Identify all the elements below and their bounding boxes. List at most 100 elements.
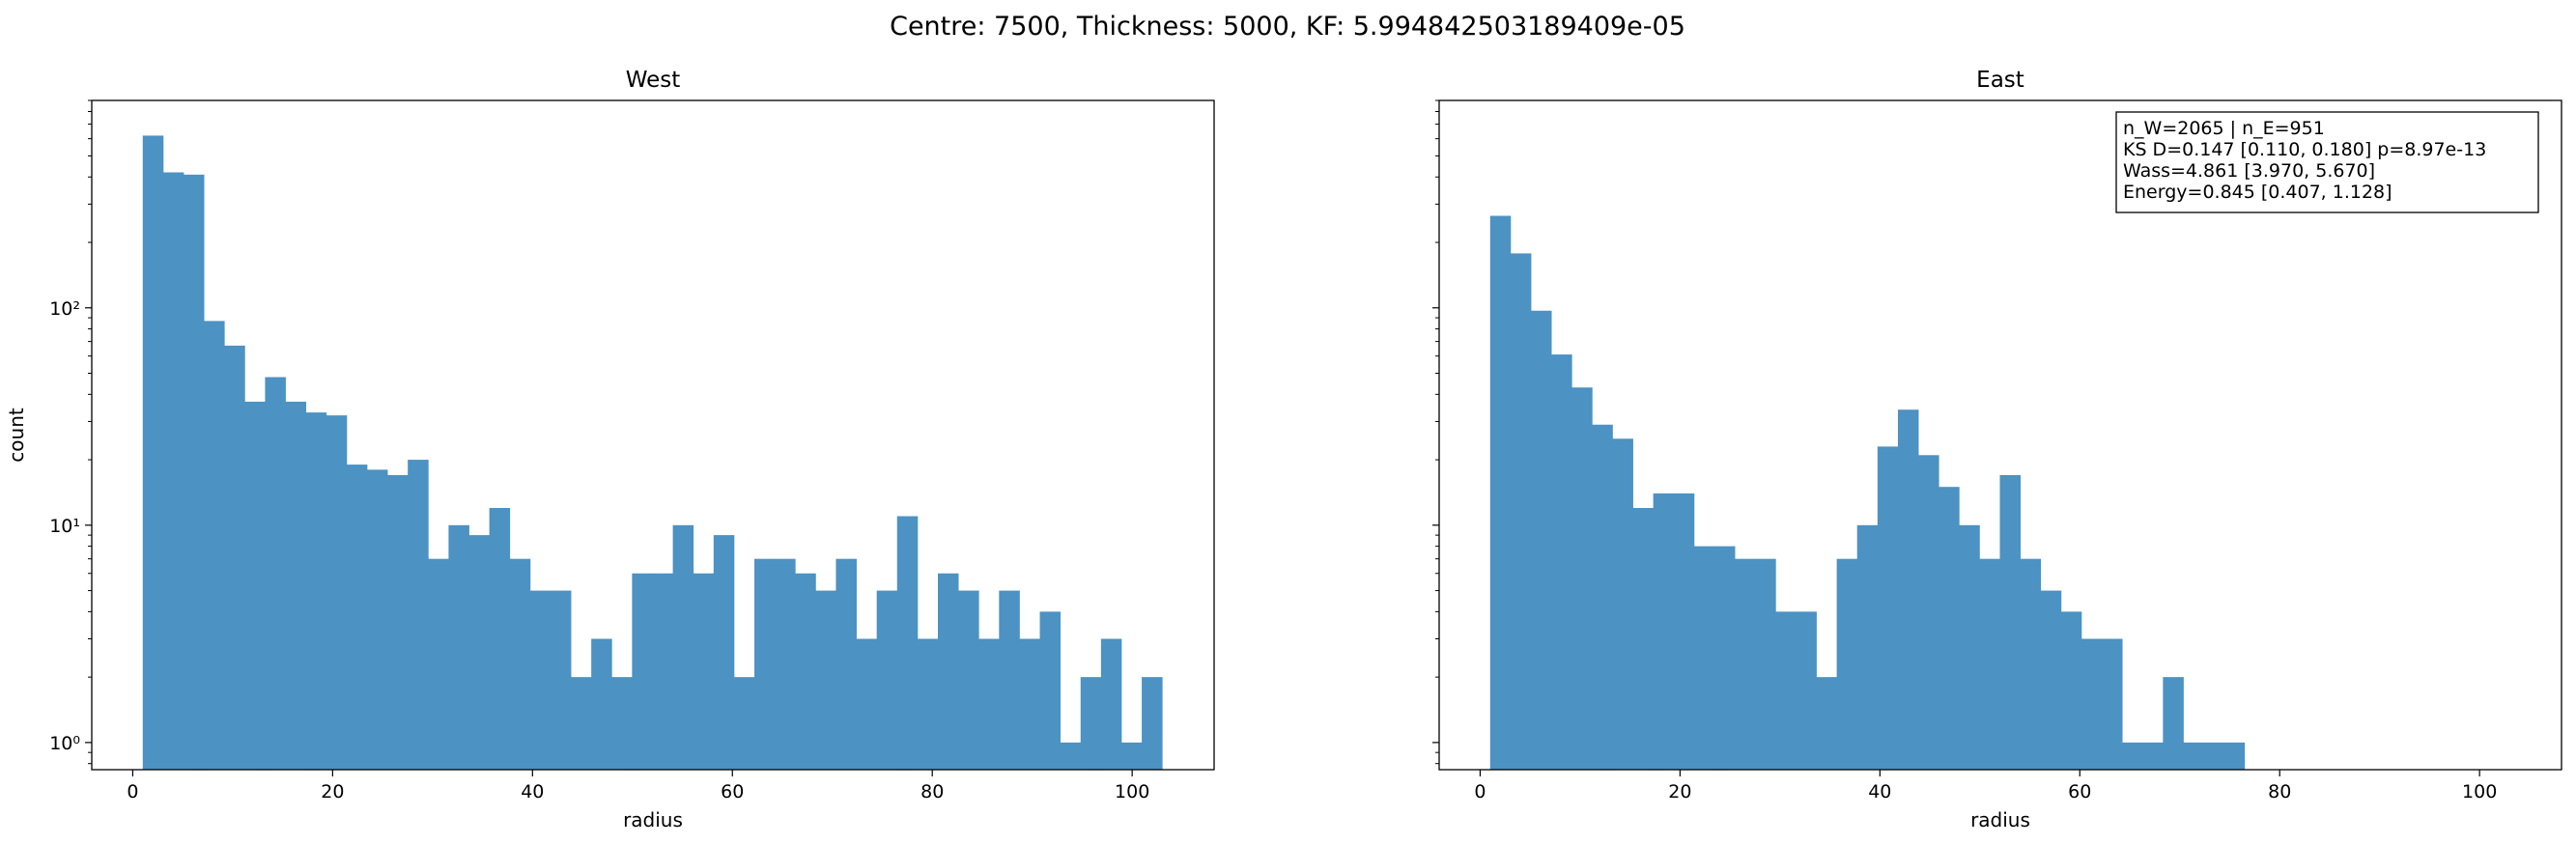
histogram-bar	[468, 535, 491, 770]
histogram-bar	[224, 345, 245, 770]
stats-line: KS D=0.147 [0.110, 0.180] p=8.97e-13	[2123, 139, 2486, 160]
histogram-bar	[2122, 742, 2143, 770]
histogram-bar	[285, 401, 307, 770]
histogram-bar	[366, 469, 388, 770]
x-tick-label: 80	[920, 781, 944, 803]
x-tick-label: 80	[2268, 781, 2291, 803]
x-tick-label: 60	[721, 781, 744, 803]
histogram-bar	[2163, 677, 2184, 770]
histogram-bar	[1816, 677, 1838, 770]
histogram-bar	[1100, 638, 1122, 770]
histogram-bar	[1735, 558, 1756, 770]
axes-frame	[91, 99, 1215, 771]
histogram-bar	[1632, 508, 1655, 770]
histogram-bar	[265, 377, 286, 770]
histogram-bar	[428, 558, 449, 770]
histogram-bar	[142, 135, 164, 770]
histogram-bar	[408, 460, 429, 770]
x-tick-label: 0	[127, 781, 138, 803]
histogram-bar	[938, 573, 959, 770]
histogram-bar	[1918, 455, 1939, 770]
axes-title: West	[626, 68, 681, 93]
histogram-bar	[305, 412, 327, 770]
histogram-bar	[2142, 742, 2164, 770]
x-tick-label: 60	[2068, 781, 2091, 803]
histogram-bar	[448, 524, 469, 770]
histogram-bar	[693, 573, 715, 770]
histogram-bar	[1713, 546, 1736, 770]
histogram-bar	[1693, 546, 1715, 770]
panel-east: East 0 20 40 60 80 100 radius n_W=2065 | n_E=951…	[1432, 68, 2562, 831]
panel-west: West 0 20 40 60 80 100 radius 10⁰ 10¹ 10² count	[5, 68, 1215, 831]
histogram-bar	[1979, 558, 2000, 770]
histogram-bar	[999, 590, 1020, 770]
histogram-bar	[1999, 474, 2021, 770]
histogram-bar	[326, 415, 348, 770]
stats-line: Energy=0.845 [0.407, 1.128]	[2123, 182, 2392, 203]
x-tick-label: 20	[321, 781, 344, 803]
histogram-bar	[489, 508, 511, 770]
histogram-bar	[2223, 742, 2246, 770]
histogram-bar	[1571, 387, 1593, 770]
histogram-bar	[896, 516, 919, 770]
y-axis-label: count	[5, 408, 28, 463]
histogram-bar	[2102, 638, 2123, 770]
x-axis-label: radius	[1970, 808, 2030, 831]
x-tick-label: 100	[1115, 781, 1149, 803]
histogram-bar	[509, 558, 531, 770]
histogram-bar	[529, 590, 552, 770]
histogram-bar	[1080, 677, 1102, 770]
histogram-bar	[611, 677, 633, 770]
histogram-bar	[2183, 742, 2204, 770]
y-tick-label: 10²	[49, 298, 80, 320]
histogram-bar	[1592, 424, 1613, 770]
histogram-bar	[1775, 611, 1797, 770]
histogram-bar	[387, 474, 409, 770]
histogram-bar	[1060, 742, 1082, 770]
histogram-bar	[1530, 310, 1552, 770]
stats-line: n_W=2065 | n_E=951	[2123, 118, 2325, 139]
histogram-bar	[1959, 524, 1980, 770]
histogram-bar	[978, 638, 1000, 770]
histogram-bar	[856, 638, 878, 770]
histogram-bar	[815, 590, 836, 770]
histogram-bar	[876, 590, 898, 770]
histogram-bar	[591, 638, 612, 770]
histogram-bar	[795, 573, 816, 770]
histogram-bar	[1510, 253, 1532, 770]
histogram-bar	[1856, 524, 1879, 770]
histogram-bar	[2081, 638, 2103, 770]
histogram-bar	[835, 558, 857, 770]
histogram-bar	[733, 677, 755, 770]
histogram-bar	[244, 401, 266, 770]
axes-title: East	[1976, 68, 2024, 93]
histogram-bar	[1019, 638, 1040, 770]
histogram-bar	[550, 590, 572, 770]
x-tick-label: 0	[1474, 781, 1486, 803]
y-tick-label: 10⁰	[49, 733, 80, 754]
histogram-bar	[1653, 493, 1675, 770]
histogram-bar	[652, 573, 673, 770]
axes-frame	[1438, 99, 2562, 771]
histogram-bar	[1755, 558, 1776, 770]
x-tick-label: 40	[521, 781, 544, 803]
histogram-bar	[1796, 611, 1817, 770]
histogram-bar	[1612, 438, 1633, 770]
histogram-bars	[142, 135, 1163, 770]
histogram-bar	[2203, 742, 2225, 770]
histogram-bar	[162, 172, 184, 770]
histogram-bar	[1551, 354, 1572, 770]
stats-line: Wass=4.861 [3.970, 5.670]	[2123, 160, 2375, 182]
x-tick-label: 100	[2462, 781, 2497, 803]
histogram-bar	[917, 638, 939, 770]
histogram-bar	[775, 558, 796, 770]
x-tick-label: 40	[1868, 781, 1891, 803]
histogram-bar	[958, 590, 979, 770]
y-tick-label: 10¹	[49, 516, 80, 537]
histogram-bar	[754, 558, 776, 770]
histogram-bar	[1489, 215, 1512, 770]
histogram-bar	[1673, 493, 1695, 770]
histogram-bar	[1120, 742, 1143, 770]
stats-box-frame	[2115, 111, 2539, 213]
